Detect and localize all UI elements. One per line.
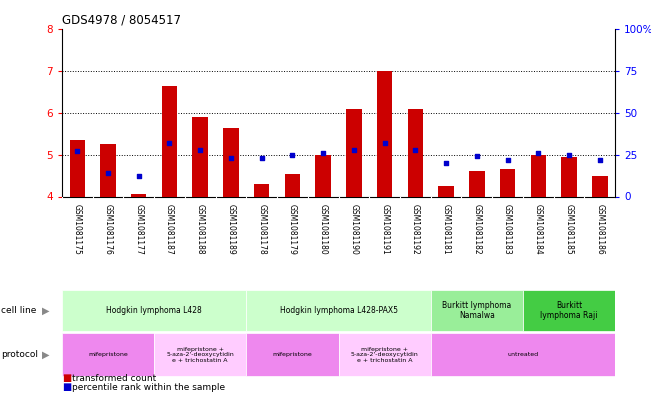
Text: GSM1081190: GSM1081190 [350, 204, 359, 255]
Text: GSM1081191: GSM1081191 [380, 204, 389, 255]
Text: ■: ■ [62, 373, 71, 383]
Point [195, 147, 205, 153]
Text: GSM1081185: GSM1081185 [564, 204, 574, 255]
Text: Burkitt lymphoma
Namalwa: Burkitt lymphoma Namalwa [442, 301, 512, 320]
Text: ▶: ▶ [42, 305, 50, 316]
Text: transformed count: transformed count [72, 374, 156, 383]
Bar [346, 109, 361, 196]
Bar [70, 140, 85, 196]
Bar [246, 333, 339, 376]
Point [226, 155, 236, 161]
Text: Hodgkin lymphoma L428: Hodgkin lymphoma L428 [106, 306, 202, 315]
Bar [193, 117, 208, 196]
Text: ■: ■ [62, 382, 71, 392]
Text: mifepristone +
5-aza-2'-deoxycytidin
e + trichostatin A: mifepristone + 5-aza-2'-deoxycytidin e +… [351, 347, 419, 363]
Bar [469, 171, 484, 196]
Bar [431, 333, 615, 376]
Text: GSM1081192: GSM1081192 [411, 204, 420, 255]
Point [441, 160, 451, 166]
Point [380, 140, 390, 146]
Point [256, 155, 267, 161]
Bar [246, 290, 431, 331]
Bar [408, 109, 423, 196]
Text: mifepristone: mifepristone [88, 352, 128, 357]
Text: GSM1081188: GSM1081188 [196, 204, 204, 255]
Bar [62, 290, 246, 331]
Text: GSM1081182: GSM1081182 [473, 204, 481, 255]
Text: GSM1081189: GSM1081189 [227, 204, 236, 255]
Text: Hodgkin lymphoma L428-PAX5: Hodgkin lymphoma L428-PAX5 [279, 306, 398, 315]
Point [164, 140, 174, 146]
Point [503, 156, 513, 163]
Point [318, 150, 328, 156]
Text: GSM1081187: GSM1081187 [165, 204, 174, 255]
Point [410, 147, 421, 153]
Bar [254, 184, 270, 196]
Bar [284, 174, 300, 196]
Point [349, 147, 359, 153]
Bar [131, 195, 146, 196]
Text: GDS4978 / 8054517: GDS4978 / 8054517 [62, 14, 181, 27]
Text: GSM1081180: GSM1081180 [318, 204, 327, 255]
Bar [339, 333, 431, 376]
Point [133, 173, 144, 180]
Bar [62, 333, 154, 376]
Text: GSM1081186: GSM1081186 [595, 204, 604, 255]
Text: GSM1081178: GSM1081178 [257, 204, 266, 255]
Bar [431, 290, 523, 331]
Text: Burkitt
lymphoma Raji: Burkitt lymphoma Raji [540, 301, 598, 320]
Bar [377, 71, 393, 196]
Bar [100, 144, 116, 196]
Text: GSM1081175: GSM1081175 [73, 204, 82, 255]
Point [564, 152, 574, 158]
Point [72, 148, 83, 154]
Text: GSM1081179: GSM1081179 [288, 204, 297, 255]
Text: mifepristone: mifepristone [273, 352, 312, 357]
Bar [531, 155, 546, 196]
Text: GSM1081183: GSM1081183 [503, 204, 512, 255]
Bar [500, 169, 516, 196]
Bar [316, 155, 331, 196]
Bar [561, 157, 577, 196]
Text: GSM1081176: GSM1081176 [104, 204, 113, 255]
Point [471, 153, 482, 160]
Bar [161, 86, 177, 196]
Text: GSM1081181: GSM1081181 [441, 204, 450, 255]
Bar [223, 128, 239, 196]
Point [287, 152, 298, 158]
Text: cell line: cell line [1, 306, 36, 315]
Text: percentile rank within the sample: percentile rank within the sample [72, 383, 225, 392]
Point [594, 156, 605, 163]
Text: GSM1081177: GSM1081177 [134, 204, 143, 255]
Bar [592, 176, 607, 196]
Bar [523, 290, 615, 331]
Point [103, 170, 113, 176]
Point [533, 150, 544, 156]
Text: protocol: protocol [1, 350, 38, 359]
Text: ▶: ▶ [42, 350, 50, 360]
Bar [154, 333, 246, 376]
Bar [438, 186, 454, 196]
Text: GSM1081184: GSM1081184 [534, 204, 543, 255]
Text: mifepristone +
5-aza-2'-deoxycytidin
e + trichostatin A: mifepristone + 5-aza-2'-deoxycytidin e +… [166, 347, 234, 363]
Text: untreated: untreated [507, 352, 538, 357]
